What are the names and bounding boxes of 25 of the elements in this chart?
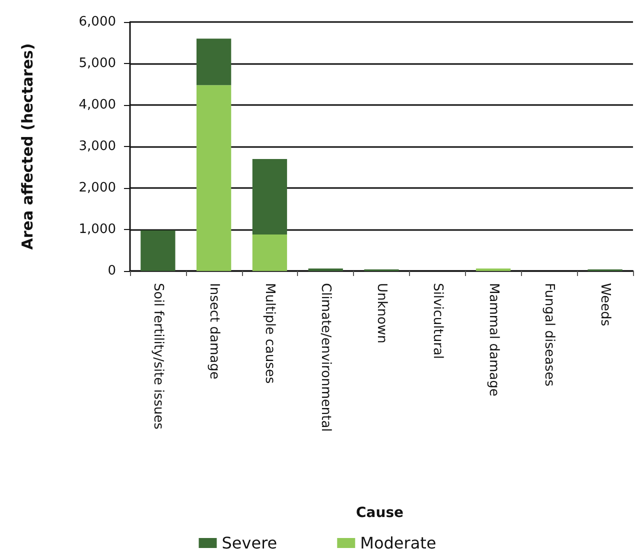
y-tick-label: 3,000 [78,139,116,154]
legend-label: Moderate [360,534,436,552]
y-tick-label: 4,000 [78,98,116,112]
x-tick-label: Mammal damage [486,283,501,396]
y-axis-title: Area affected (hectares) [18,43,36,250]
y-tick-label: 2,000 [78,180,116,196]
y-tick-label: 0 [108,264,116,278]
bar [140,230,176,271]
x-tick-label: Soil fertility/site issues [150,283,166,430]
x-tick-label: Silvicultural [430,283,445,360]
x-tick-label: Fungal diseases [542,283,557,387]
bar [196,38,232,86]
bar [252,234,288,271]
text: Cause [356,505,404,521]
y-tick-label: 5,000 [78,56,116,71]
legend-label: Severe [222,534,278,552]
bar [196,85,232,271]
bar [252,158,288,234]
x-tick-label: Climate/environmental [318,283,334,432]
x-tick-label: Unknown [374,283,389,344]
y-tick-label: 6,000 [78,14,116,30]
y-tick-label: 1,000 [78,222,116,237]
x-tick-label: Weeds [598,283,613,326]
x-tick-label: Insect damage [206,283,222,380]
x-tick-label: Multiple causes [262,283,278,384]
